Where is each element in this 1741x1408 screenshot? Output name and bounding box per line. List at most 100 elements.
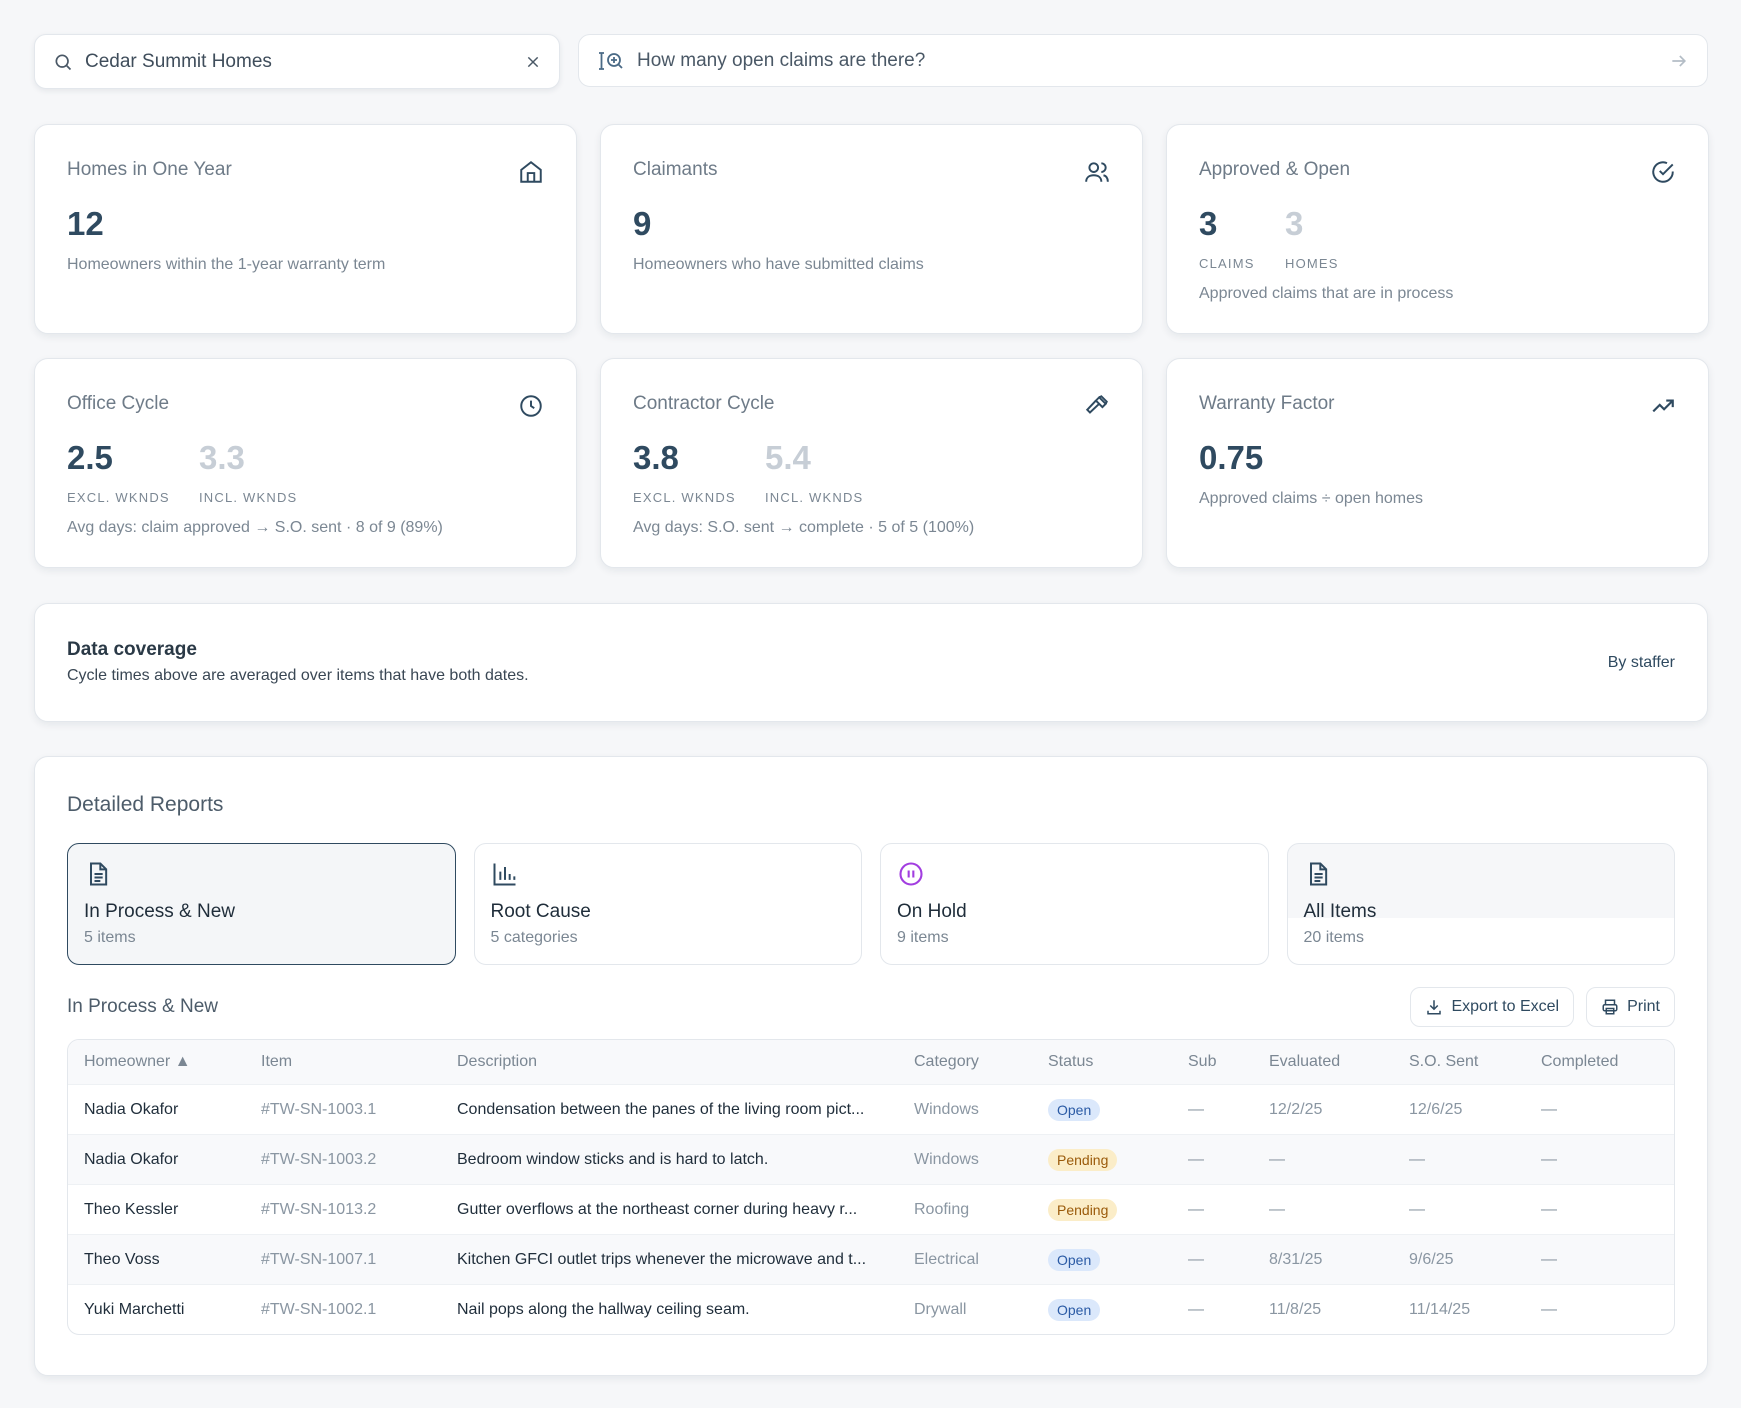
stat-card-homes: Homes in One Year 12 Homeowners within t… — [34, 124, 577, 334]
document-icon — [90, 862, 108, 886]
home-icon — [520, 161, 542, 183]
stat-value: 0.75 — [1199, 439, 1264, 476]
stat-desc: Approved claims ÷ open homes — [1199, 490, 1424, 507]
cell-sub: — — [1188, 1300, 1204, 1318]
search-bar[interactable]: Cedar Summit Homes — [34, 34, 560, 89]
excl-label: EXCL. WKNDS — [633, 490, 736, 505]
col-sub[interactable]: Sub — [1188, 1053, 1217, 1070]
search-input[interactable]: Cedar Summit Homes — [85, 50, 272, 72]
cell-category: Drywall — [914, 1300, 967, 1318]
table-row[interactable]: Nadia Okafor #TW-SN-1003.1 Condensation … — [68, 1084, 1674, 1134]
cell-sub: — — [1188, 1250, 1204, 1268]
homes-value: 3 — [1285, 205, 1304, 242]
col-category[interactable]: Category — [914, 1053, 979, 1070]
stat-desc: Avg days: S.O. sent → complete · 5 of 5 … — [633, 519, 975, 536]
tab-label: All Items — [1303, 901, 1377, 922]
excl-value: 3.8 — [633, 439, 679, 476]
ask-bar[interactable]: How many open claims are there? — [578, 34, 1708, 87]
hammer-icon — [1085, 395, 1108, 414]
col-status[interactable]: Status — [1048, 1053, 1094, 1070]
tab-label: In Process & New — [84, 901, 235, 922]
close-icon[interactable] — [525, 54, 541, 70]
table-row[interactable]: Theo Kessler #TW-SN-1013.2 Gutter overfl… — [68, 1184, 1674, 1234]
cell-item: #TW-SN-1013.2 — [261, 1200, 377, 1218]
col-evaluated[interactable]: Evaluated — [1269, 1053, 1341, 1070]
col-completed[interactable]: Completed — [1541, 1053, 1619, 1070]
cell-description: Gutter overflows at the northeast corner… — [457, 1200, 858, 1218]
table-row[interactable]: Yuki Marchetti #TW-SN-1002.1 Nail pops a… — [68, 1284, 1674, 1334]
cell-description: Condensation between the panes of the li… — [457, 1100, 865, 1118]
download-icon — [1427, 1000, 1442, 1015]
col-homeowner[interactable]: Homeowner ▲ — [84, 1053, 191, 1070]
cell-evaluated: — — [1269, 1150, 1285, 1168]
stat-desc: Homeowners within the 1-year warranty te… — [67, 256, 386, 273]
cell-item: #TW-SN-1007.1 — [261, 1250, 377, 1268]
stat-title: Homes in One Year — [67, 159, 232, 180]
tab-all-items[interactable]: All Items 20 items — [1286, 843, 1675, 965]
cell-completed: — — [1541, 1150, 1557, 1168]
cell-homeowner: Nadia Okafor — [84, 1150, 179, 1168]
stat-card-office-cycle: Office Cycle 2.5 EXCL. WKNDS 3.3 INCL. WKN… — [34, 358, 577, 568]
data-coverage-panel: Data coverage Cycle times above are aver… — [34, 603, 1708, 722]
stat-card-approved: Approved & Open 3 CLAIMS 3 HOMES Approved … — [1166, 124, 1709, 334]
stat-card-warranty-factor: Warranty Factor 0.75 Approved claims ÷ o… — [1166, 358, 1709, 568]
tab-root-cause[interactable]: Root Cause 5 categories — [473, 843, 862, 965]
col-description[interactable]: Description — [457, 1053, 538, 1070]
stat-desc: Approved claims that are in process — [1199, 285, 1454, 302]
cell-item: #TW-SN-1003.1 — [261, 1100, 377, 1118]
incl-label: INCL. WKNDS — [199, 490, 298, 505]
status-badge: Pending — [1048, 1198, 1118, 1221]
trending-up-icon — [1652, 399, 1674, 413]
tab-label: Root Cause — [490, 901, 591, 922]
cell-homeowner: Theo Voss — [84, 1250, 160, 1268]
cell-evaluated: — — [1269, 1200, 1285, 1218]
excl-label: EXCL. WKNDS — [67, 490, 170, 505]
ask-input[interactable]: How many open claims are there? — [637, 49, 926, 71]
tab-on-hold[interactable]: On Hold 9 items — [880, 843, 1269, 965]
incl-label: INCL. WKNDS — [765, 490, 864, 505]
cell-so-sent: 11/14/25 — [1409, 1300, 1471, 1318]
arrow-right-icon[interactable] — [1669, 51, 1689, 71]
stat-card-contractor-cycle: Contractor Cycle 3.8 EXCL. WKNDS 5.4 INCL.… — [600, 358, 1143, 568]
stat-title: Approved & Open — [1199, 159, 1351, 180]
cell-item: #TW-SN-1003.2 — [261, 1150, 377, 1168]
col-item[interactable]: Item — [261, 1053, 293, 1070]
cell-completed: — — [1541, 1200, 1557, 1218]
stat-title: Contractor Cycle — [633, 393, 775, 414]
print-button[interactable]: Print — [1586, 987, 1675, 1027]
table-row[interactable]: Nadia Okafor #TW-SN-1003.2 Bedroom windo… — [68, 1134, 1674, 1184]
check-circle-icon — [1652, 161, 1674, 183]
reports-title: Detailed Reports — [67, 793, 224, 816]
tab-count: 5 categories — [490, 929, 578, 946]
cell-sub: — — [1188, 1150, 1204, 1168]
cell-homeowner: Nadia Okafor — [84, 1100, 179, 1118]
excl-value: 2.5 — [67, 439, 113, 476]
stat-desc: Homeowners who have submitted claims — [633, 256, 924, 273]
cell-evaluated: 8/31/25 — [1269, 1250, 1323, 1268]
status-badge: Open — [1048, 1098, 1101, 1121]
coverage-desc: Cycle times above are averaged over item… — [67, 667, 529, 684]
cell-description: Nail pops along the hallway ceiling seam… — [457, 1300, 750, 1318]
cell-completed: — — [1541, 1100, 1557, 1118]
cell-so-sent: — — [1409, 1200, 1425, 1218]
col-so-sent[interactable]: S.O. Sent — [1409, 1053, 1479, 1070]
table-row[interactable]: Theo Voss #TW-SN-1007.1 Kitchen GFCI out… — [68, 1234, 1674, 1284]
print-label: Print — [1627, 998, 1660, 1015]
report-tabs: In Process & New 5 items Root Cause 5 ca… — [67, 843, 1675, 965]
cell-description: Kitchen GFCI outlet trips whenever the m… — [457, 1250, 867, 1268]
claims-table: Homeowner ▲ Item Description Category St… — [67, 1039, 1675, 1335]
printer-icon — [1602, 999, 1618, 1015]
tab-count: 9 items — [897, 929, 949, 946]
status-badge: Pending — [1048, 1148, 1118, 1171]
cell-homeowner: Yuki Marchetti — [84, 1300, 185, 1318]
cell-item: #TW-SN-1002.1 — [261, 1300, 377, 1318]
tab-count: 20 items — [1303, 929, 1364, 946]
tab-in-process-new[interactable]: In Process & New 5 items — [67, 843, 456, 965]
stat-title: Claimants — [633, 159, 718, 180]
export-excel-button[interactable]: Export to Excel — [1410, 987, 1575, 1027]
by-staffer-link[interactable]: By staffer — [1607, 654, 1675, 671]
tab-label: On Hold — [897, 901, 967, 922]
status-badge: Open — [1048, 1298, 1101, 1321]
cell-evaluated: 12/2/25 — [1269, 1100, 1323, 1118]
document-icon — [1309, 862, 1327, 886]
